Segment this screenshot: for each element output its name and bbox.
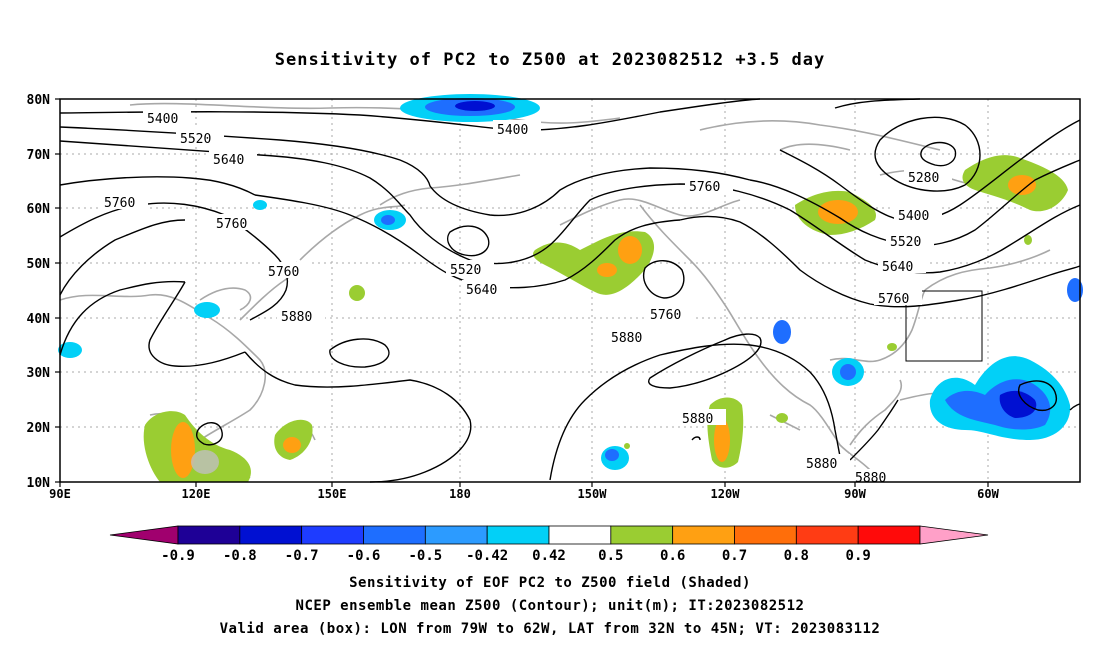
caption-line-2: NCEP ensemble mean Z500 (Contour); unit(…: [295, 598, 805, 614]
valid-area-box: [905, 290, 983, 362]
contour-label: 5760: [268, 265, 299, 280]
lon-label: 120E: [182, 487, 211, 501]
lat-label: 40N: [27, 312, 51, 327]
contour-label: 5880: [855, 471, 886, 486]
colorbar-tick-label: 0.8: [784, 548, 809, 564]
lat-label: 20N: [27, 421, 51, 436]
lon-label: 150W: [578, 487, 608, 501]
contour-label: 5400: [898, 209, 929, 224]
lat-label: 50N: [27, 257, 51, 272]
lon-label: 120W: [711, 487, 741, 501]
lat-label: 70N: [27, 148, 51, 163]
lon-label: 180: [449, 487, 471, 501]
contour-label: 5880: [806, 457, 837, 472]
contour-label: 5640: [466, 283, 497, 298]
contour-label: 5640: [882, 260, 913, 275]
lat-label: 10N: [27, 476, 51, 491]
colorbar-swatch: [610, 525, 674, 545]
colorbar-tick-label: -0.7: [285, 548, 319, 564]
colorbar-tick-label: -0.9: [161, 548, 195, 564]
contour-labels: 5400 5520 5640 5760 5760 5760 5880 5400 …: [100, 109, 952, 486]
colorbar-swatch: [734, 525, 797, 545]
contour-label: 5640: [213, 153, 244, 168]
colorbar-tick-label: -0.8: [223, 548, 257, 564]
lon-label: 150E: [318, 487, 347, 501]
colorbar-swatch: [239, 525, 303, 545]
contour-label: 5400: [497, 123, 528, 138]
map-figure: 5400 5520 5640 5760 5760 5760 5880 5400 …: [27, 93, 1083, 564]
contour-label: 5880: [281, 310, 312, 325]
lon-label: 90E: [49, 487, 71, 501]
colorbar-tick-label: -0.6: [347, 548, 381, 564]
colorbar-tick-label: 0.5: [598, 548, 623, 564]
contour-label: 5880: [611, 331, 642, 346]
colorbar-swatch: [672, 525, 735, 545]
contour-label: 5760: [216, 217, 247, 232]
colorbar-swatch: [424, 525, 488, 545]
contour-label: 5880: [682, 412, 713, 427]
colorbar-tick-label: 0.42: [532, 548, 566, 564]
colorbar-swatch: [486, 525, 550, 545]
tick-marks: [55, 98, 989, 487]
contour-label: 5760: [689, 180, 720, 195]
shaded-sensitivity: [58, 94, 1083, 482]
colorbar-swatch: [363, 525, 426, 545]
contour-label: 5400: [147, 112, 178, 127]
caption-line-3: Valid area (box): LON from 79W to 62W, L…: [219, 621, 881, 637]
colorbar-swatch: [795, 525, 859, 545]
map-frame: [59, 98, 1081, 483]
contour-label: 5520: [450, 263, 481, 278]
colorbar-labels: -0.9 -0.8 -0.7 -0.6 -0.5 -0.42 0.42 0.5 0.6 0.7 0.…: [161, 548, 871, 564]
lat-label: 60N: [27, 202, 51, 217]
colorbar-tick-label: 0.6: [660, 548, 685, 564]
colorbar-tick-label: 0.9: [846, 548, 871, 564]
colorbar-tick-label: -0.5: [408, 548, 442, 564]
colorbar-tick-label: 0.7: [722, 548, 747, 564]
contour-label: 5520: [890, 235, 921, 250]
contour-label: 5760: [878, 292, 909, 307]
colorbar: [109, 525, 989, 545]
colorbar-arrow-high: [919, 525, 989, 545]
colorbar-swatch: [548, 525, 612, 545]
contour-label: 5760: [104, 196, 135, 211]
lat-label: 80N: [27, 93, 51, 108]
lon-label: 90W: [844, 487, 866, 501]
colorbar-swatch: [177, 525, 241, 545]
plot-title: Sensitivity of PC2 to Z500 at 2023082512…: [274, 50, 826, 70]
caption-line-1: Sensitivity of EOF PC2 to Z500 field (Sh…: [349, 575, 751, 591]
contour-label: 5280: [908, 171, 939, 186]
colorbar-tick-label: -0.42: [466, 548, 508, 564]
colorbar-swatch: [857, 525, 921, 545]
contour-label: 5760: [650, 308, 681, 323]
colorbar-swatch: [301, 525, 364, 545]
colorbar-arrow-low: [109, 525, 179, 545]
lon-label: 60W: [977, 487, 999, 501]
contour-label: 5520: [180, 132, 211, 147]
lat-label: 30N: [27, 366, 51, 381]
